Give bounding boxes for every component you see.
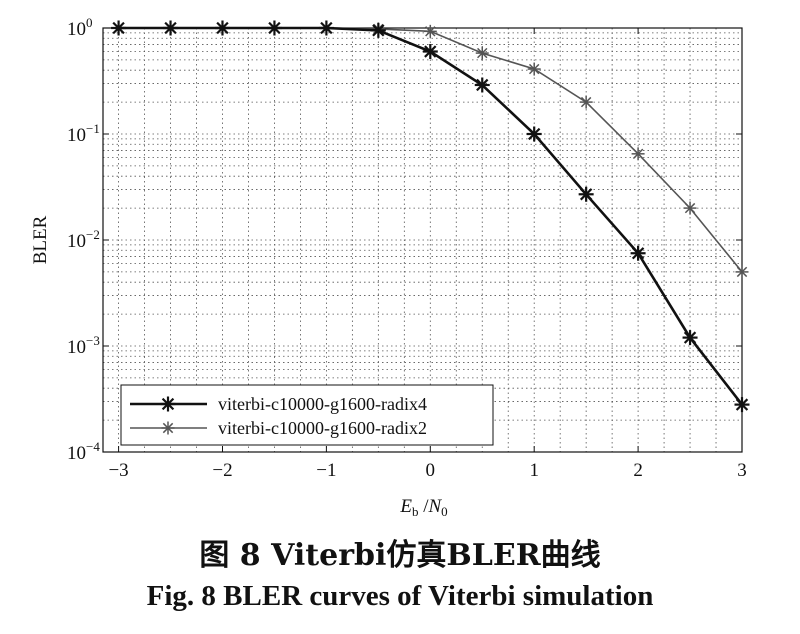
x-tick-label: 0: [426, 460, 436, 481]
y-tick-label: 10−3: [67, 333, 100, 358]
series-point: [370, 22, 386, 38]
x-tick-label: 3: [737, 460, 747, 481]
x-tick-label: 2: [633, 460, 643, 481]
series-point: [630, 245, 646, 261]
legend-entry: viterbi-c10000-g1600-radix4: [130, 394, 427, 414]
x-axis-label: Eb /N0: [399, 496, 447, 519]
series-point: [734, 397, 750, 413]
series-point: [318, 20, 334, 36]
y-tick-label: 10−1: [67, 121, 100, 146]
series-point: [423, 24, 437, 38]
x-tick-label: −1: [316, 460, 336, 481]
figure-caption-english: Fig. 8 BLER curves of Viterbi simulation: [146, 580, 654, 612]
series-point: [526, 126, 542, 142]
y-tick-label: 10−4: [67, 439, 100, 464]
series-point: [214, 20, 230, 36]
series-point: [474, 77, 490, 93]
y-tick-label: 10−2: [67, 227, 100, 252]
series-radix4: [111, 20, 750, 413]
series-point: [422, 44, 438, 60]
series-point: [682, 330, 698, 346]
legend-label: viterbi-c10000-g1600-radix4: [218, 394, 427, 414]
series-point: [527, 62, 541, 76]
figure-caption-chinese: 图 8 Viterbi仿真BLER曲线: [199, 538, 601, 573]
y-axis-label: BLER: [30, 215, 51, 264]
series-point: [111, 20, 127, 36]
legend-box: [120, 384, 494, 446]
grid: [103, 28, 742, 452]
series-lines: [111, 20, 750, 413]
x-tick-label: 1: [529, 460, 539, 481]
legend-label: viterbi-c10000-g1600-radix2: [218, 418, 427, 438]
axis-ticks: −3 −2 −1 0 1 2 3 100 10−1 10−2 10−3 10−4: [67, 15, 747, 481]
y-tick-label: 100: [67, 15, 93, 40]
series-point: [578, 186, 594, 202]
legend-entry: viterbi-c10000-g1600-radix2: [130, 418, 427, 438]
series-point: [735, 265, 749, 279]
series-point: [163, 20, 179, 36]
legend-marker: [160, 396, 176, 412]
series-point: [631, 147, 645, 161]
series-point: [475, 46, 489, 60]
series-point: [266, 20, 282, 36]
x-tick-label: −2: [212, 460, 232, 481]
legend: viterbi-c10000-g1600-radix4 viterbi-c1000…: [120, 384, 494, 446]
legend-marker: [161, 421, 175, 435]
series-point: [683, 201, 697, 215]
x-tick-label: −3: [108, 460, 128, 481]
series-point: [579, 95, 593, 109]
